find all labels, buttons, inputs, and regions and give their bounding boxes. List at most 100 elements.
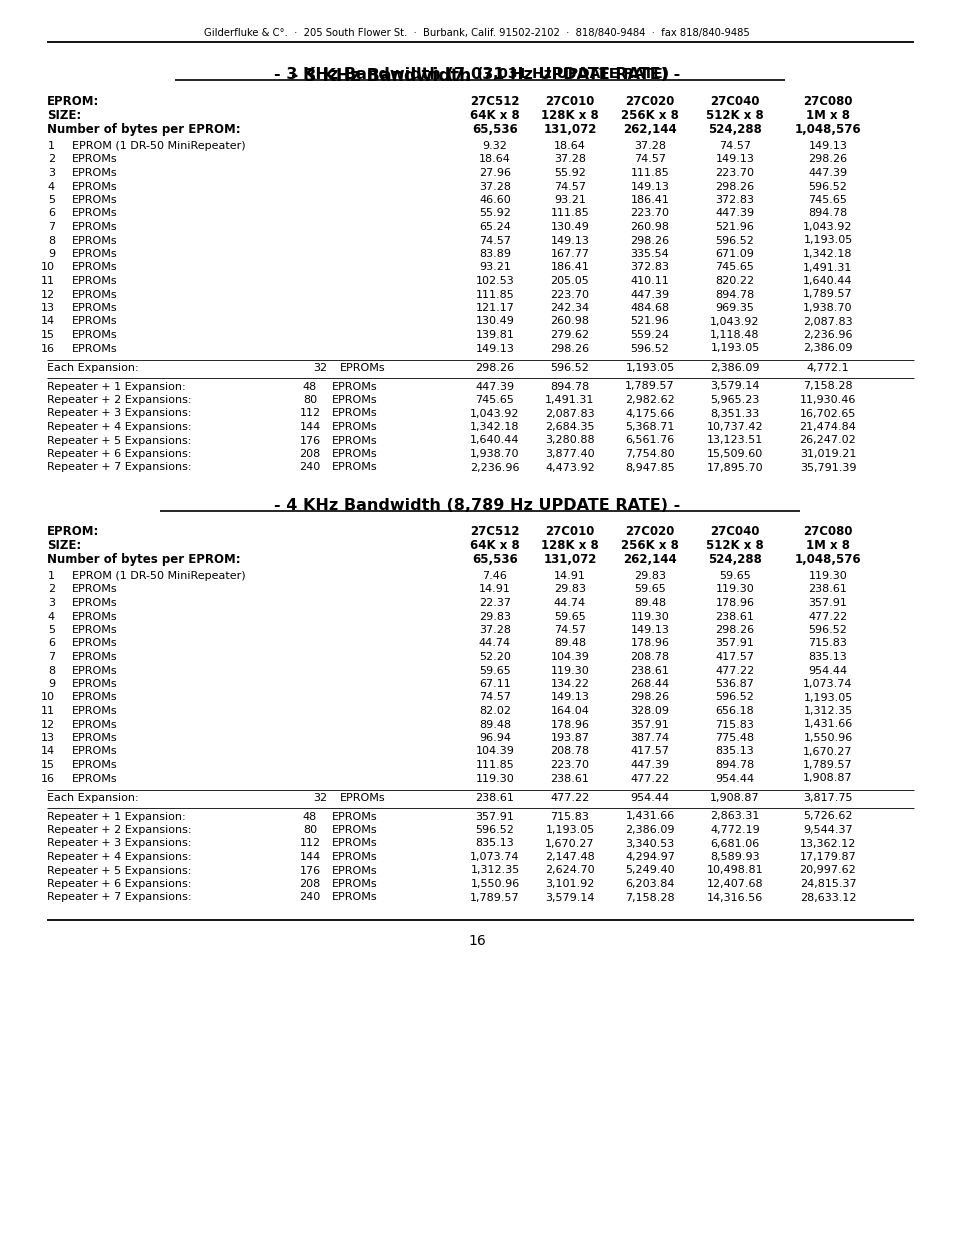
Text: 208.78: 208.78 <box>630 652 669 662</box>
Text: 238.61: 238.61 <box>630 666 669 676</box>
Text: EPROMs: EPROMs <box>71 168 117 178</box>
Text: 1,670.27: 1,670.27 <box>545 839 594 848</box>
Text: 12: 12 <box>41 720 55 730</box>
Text: 27.96: 27.96 <box>478 168 511 178</box>
Text: 82.02: 82.02 <box>478 706 511 716</box>
Text: 1M x 8: 1M x 8 <box>805 538 849 552</box>
Text: 6,681.06: 6,681.06 <box>710 839 759 848</box>
Text: 10: 10 <box>41 263 55 273</box>
Text: 298.26: 298.26 <box>715 182 754 191</box>
Text: Repeater + 5 Expansions:: Repeater + 5 Expansions: <box>47 866 192 876</box>
Text: 13: 13 <box>41 734 55 743</box>
Text: 5: 5 <box>48 625 55 635</box>
Text: 167.77: 167.77 <box>550 249 589 259</box>
Text: 27C040: 27C040 <box>709 95 759 107</box>
Text: 1,670.27: 1,670.27 <box>802 746 852 757</box>
Text: 10,498.81: 10,498.81 <box>706 866 762 876</box>
Text: 715.83: 715.83 <box>808 638 846 648</box>
Text: 149.13: 149.13 <box>630 182 669 191</box>
Text: 536.87: 536.87 <box>715 679 754 689</box>
Text: 10: 10 <box>41 693 55 703</box>
Text: 238.61: 238.61 <box>550 773 589 783</box>
Text: 74.57: 74.57 <box>478 693 511 703</box>
Text: 205.05: 205.05 <box>550 275 589 287</box>
Text: 1,193.05: 1,193.05 <box>802 693 852 703</box>
Text: 1,073.74: 1,073.74 <box>802 679 852 689</box>
Text: Repeater + 3 Expansions:: Repeater + 3 Expansions: <box>47 839 192 848</box>
Text: 208.78: 208.78 <box>550 746 589 757</box>
Text: 521.96: 521.96 <box>630 316 669 326</box>
Text: Repeater + 2 Expansions:: Repeater + 2 Expansions: <box>47 825 192 835</box>
Text: 12: 12 <box>41 289 55 300</box>
Text: 128K x 8: 128K x 8 <box>540 109 598 122</box>
Text: 102.53: 102.53 <box>476 275 514 287</box>
Text: Repeater + 7 Expansions:: Repeater + 7 Expansions: <box>47 462 192 473</box>
Text: 6: 6 <box>48 209 55 219</box>
Text: 24,815.37: 24,815.37 <box>799 879 856 889</box>
Text: 1,312.35: 1,312.35 <box>802 706 852 716</box>
Text: 48: 48 <box>302 382 316 391</box>
Text: 134.22: 134.22 <box>550 679 589 689</box>
Text: Repeater + 6 Expansions:: Repeater + 6 Expansions: <box>47 450 192 459</box>
Text: 9: 9 <box>48 679 55 689</box>
Text: 29.83: 29.83 <box>634 571 665 580</box>
Text: 9,544.37: 9,544.37 <box>802 825 852 835</box>
Text: 4,772.1: 4,772.1 <box>806 363 848 373</box>
Text: 178.96: 178.96 <box>550 720 589 730</box>
Text: 7.46: 7.46 <box>482 571 507 580</box>
Text: 8,351.33: 8,351.33 <box>710 409 759 419</box>
Text: 5,368.71: 5,368.71 <box>624 422 674 432</box>
Text: 55.92: 55.92 <box>478 209 511 219</box>
Text: EPROMs: EPROMs <box>71 638 117 648</box>
Text: 298.26: 298.26 <box>630 236 669 246</box>
Text: Number of bytes per EPROM:: Number of bytes per EPROM: <box>47 553 240 566</box>
Text: 1,073.74: 1,073.74 <box>470 852 519 862</box>
Text: 65,536: 65,536 <box>472 553 517 566</box>
Text: 119.30: 119.30 <box>476 773 514 783</box>
Text: 16,702.65: 16,702.65 <box>799 409 855 419</box>
Text: EPROM (1 DR-50 MiniRepeater): EPROM (1 DR-50 MiniRepeater) <box>71 141 245 151</box>
Text: 208: 208 <box>299 879 320 889</box>
Text: EPROM:: EPROM: <box>47 95 99 107</box>
Text: 256K x 8: 256K x 8 <box>620 538 679 552</box>
Text: EPROMs: EPROMs <box>71 652 117 662</box>
Text: 223.70: 223.70 <box>630 209 669 219</box>
Text: Number of bytes per EPROM:: Number of bytes per EPROM: <box>47 124 240 136</box>
Text: 55.92: 55.92 <box>554 168 585 178</box>
Text: 745.65: 745.65 <box>715 263 754 273</box>
Text: 29.83: 29.83 <box>478 611 511 621</box>
Text: 357.91: 357.91 <box>630 720 669 730</box>
Text: EPROMs: EPROMs <box>71 746 117 757</box>
Text: 596.52: 596.52 <box>475 825 514 835</box>
Text: 35,791.39: 35,791.39 <box>799 462 856 473</box>
Text: 223.70: 223.70 <box>550 760 589 769</box>
Text: 745.65: 745.65 <box>808 195 846 205</box>
Text: 59.65: 59.65 <box>719 571 750 580</box>
Text: 7,158.28: 7,158.28 <box>624 893 674 903</box>
Text: Repeater + 4 Expansions:: Repeater + 4 Expansions: <box>47 852 192 862</box>
Text: EPROMs: EPROMs <box>71 611 117 621</box>
Text: 1,118.48: 1,118.48 <box>709 330 759 340</box>
Text: 65.24: 65.24 <box>478 222 511 232</box>
Text: 256K x 8: 256K x 8 <box>620 109 679 122</box>
Text: 52.20: 52.20 <box>478 652 511 662</box>
Text: EPROMs: EPROMs <box>71 222 117 232</box>
Text: 2,386.09: 2,386.09 <box>709 363 759 373</box>
Text: 372.83: 372.83 <box>715 195 754 205</box>
Text: 186.41: 186.41 <box>550 263 589 273</box>
Text: 417.57: 417.57 <box>630 746 669 757</box>
Text: 4,772.19: 4,772.19 <box>709 825 760 835</box>
Text: 74.57: 74.57 <box>554 625 585 635</box>
Text: 48: 48 <box>302 811 316 821</box>
Text: Repeater + 7 Expansions:: Repeater + 7 Expansions: <box>47 893 192 903</box>
Text: EPROMs: EPROMs <box>71 720 117 730</box>
Text: 260.98: 260.98 <box>630 222 669 232</box>
Text: 238.61: 238.61 <box>475 793 514 803</box>
Text: 27C512: 27C512 <box>470 525 519 538</box>
Text: Each Expansion:: Each Expansion: <box>47 793 138 803</box>
Text: 11: 11 <box>41 706 55 716</box>
Text: 2: 2 <box>48 154 55 164</box>
Text: 894.78: 894.78 <box>807 209 846 219</box>
Text: 13,123.51: 13,123.51 <box>706 436 762 446</box>
Text: 1,312.35: 1,312.35 <box>470 866 519 876</box>
